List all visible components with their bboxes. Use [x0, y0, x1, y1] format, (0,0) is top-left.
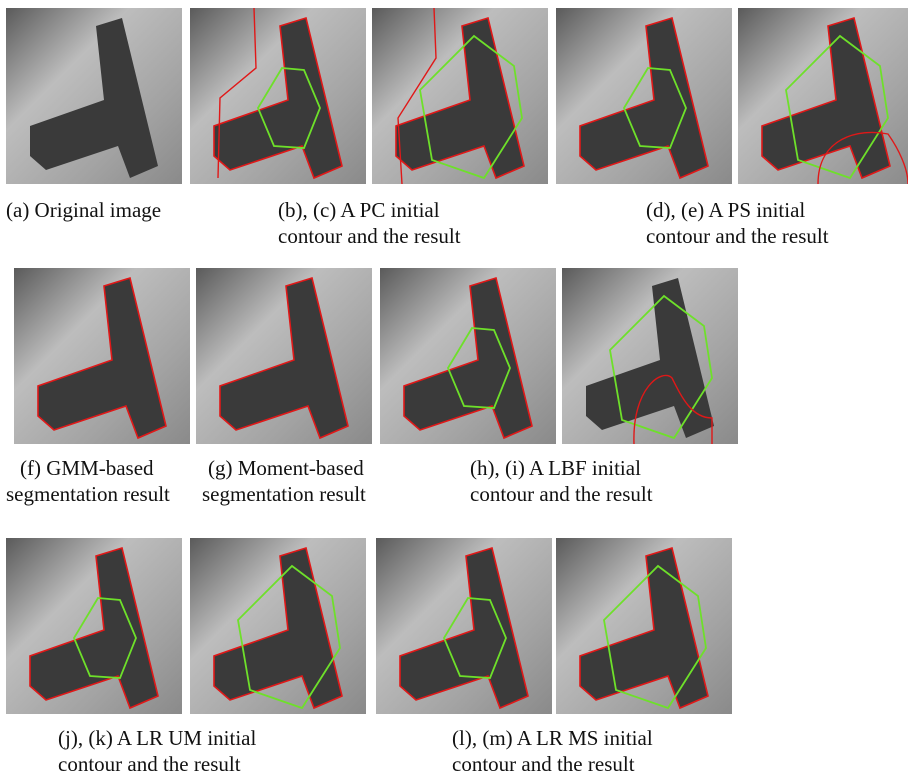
figure: (a) Original image (b), (c) A PC initial…	[0, 0, 908, 774]
caption: (a) Original image	[6, 198, 161, 222]
panel-image	[380, 268, 556, 444]
panel-image	[556, 538, 732, 714]
caption: segmentation result	[202, 482, 366, 506]
caption: segmentation result	[6, 482, 170, 506]
panel-image	[372, 8, 548, 184]
caption: (b), (c) A PC initial	[278, 198, 440, 222]
panel-image	[562, 268, 738, 444]
panel-image	[190, 8, 366, 184]
panel-image	[376, 538, 552, 714]
caption: contour and the result	[452, 752, 635, 774]
caption: (j), (k) A LR UM initial	[58, 726, 256, 750]
caption: contour and the result	[58, 752, 241, 774]
panel-image	[14, 268, 190, 444]
panel-image	[738, 8, 908, 184]
caption: contour and the result	[646, 224, 829, 248]
caption: (g) Moment-based	[208, 456, 364, 480]
panel-image	[196, 268, 372, 444]
caption: (l), (m) A LR MS initial	[452, 726, 653, 750]
caption: contour and the result	[278, 224, 461, 248]
caption: (h), (i) A LBF initial	[470, 456, 641, 480]
panel-image	[6, 538, 182, 714]
caption: (f) GMM-based	[20, 456, 154, 480]
panel-image	[190, 538, 366, 714]
panel-image	[556, 8, 732, 184]
panel-image	[6, 8, 182, 184]
caption: (d), (e) A PS initial	[646, 198, 805, 222]
caption: contour and the result	[470, 482, 653, 506]
